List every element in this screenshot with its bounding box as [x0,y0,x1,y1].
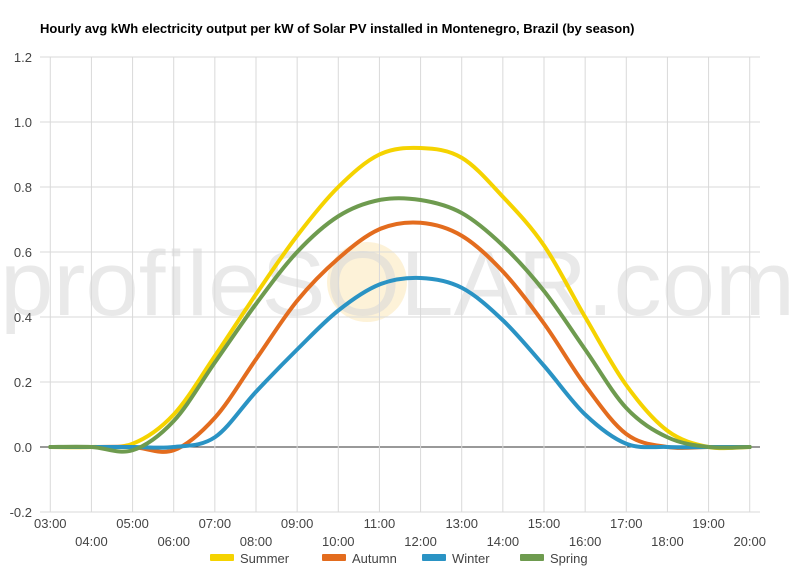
x-tick-label: 09:00 [281,516,314,531]
legend-swatch [520,554,544,561]
x-tick-label: 06:00 [157,534,190,549]
chart-title: Hourly avg kWh electricity output per kW… [40,21,634,36]
legend: Summer Autumn Winter Spring [210,551,588,566]
y-tick-label: 0.0 [14,440,32,455]
x-tick-label: 20:00 [733,534,766,549]
y-tick-label: 0.2 [14,375,32,390]
legend-label: Autumn [352,551,397,566]
watermark-text: profileSOLAR.com [0,233,795,335]
series-lines [48,145,752,454]
y-tick-label: -0.2 [10,505,32,520]
x-tick-label: 05:00 [116,516,149,531]
y-axis: -0.2 0.0 0.2 0.4 0.6 0.8 1.0 1.2 [10,50,32,520]
legend-label: Spring [550,551,588,566]
legend-label: Winter [452,551,490,566]
y-tick-label: 0.6 [14,245,32,260]
series-line-autumn [48,220,752,454]
x-tick-label: 18:00 [651,534,684,549]
x-tick-label: 11:00 [364,516,396,531]
legend-item-autumn[interactable]: Autumn [322,551,397,566]
x-tick-label: 04:00 [75,534,108,549]
watermark: profileSOLAR.com [0,233,795,335]
y-tick-label: 0.4 [14,310,32,325]
legend-item-summer[interactable]: Summer [210,551,290,566]
legend-swatch [210,554,234,561]
x-tick-label: 08:00 [240,534,273,549]
y-tick-label: 1.2 [14,50,32,65]
y-tick-label: 0.8 [14,180,32,195]
series-line-spring [48,196,752,454]
x-tick-label: 10:00 [322,534,355,549]
x-tick-label: 19:00 [692,516,725,531]
x-tick-label: 16:00 [569,534,602,549]
legend-swatch [322,554,346,561]
x-tick-label: 14:00 [487,534,520,549]
x-tick-label: 17:00 [610,516,643,531]
legend-item-spring[interactable]: Spring [520,551,588,566]
legend-item-winter[interactable]: Winter [422,551,490,566]
x-tick-label: 13:00 [445,516,478,531]
series-line-winter [48,275,752,450]
x-tick-label: 15:00 [528,516,561,531]
legend-label: Summer [240,551,290,566]
x-tick-label: 12:00 [404,534,437,549]
x-tick-label: 07:00 [199,516,232,531]
x-axis: 03:00 04:00 05:00 06:00 07:00 08:00 09:00 10:00… [34,516,766,549]
legend-swatch [422,554,446,561]
x-tick-label: 03:00 [34,516,67,531]
series-line-summer [48,145,752,451]
y-tick-label: 1.0 [14,115,32,130]
